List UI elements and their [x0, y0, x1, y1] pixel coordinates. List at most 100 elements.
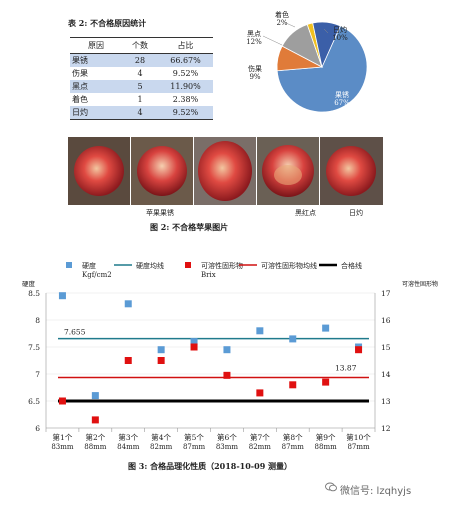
figure-2-caption: 图 2: 不合格苹果图片 — [150, 222, 229, 232]
x-tick-label: 88mm — [84, 443, 107, 451]
x-tick-label: 第4个 — [151, 432, 171, 442]
y-left-axis-title: 硬度 — [22, 279, 36, 288]
apple-photo-5 — [320, 137, 383, 205]
x-tick-label: 87mm — [183, 443, 206, 451]
table-row: 着色 1 2.38% — [72, 95, 199, 104]
legend-label: Kgf/cm2 — [82, 271, 112, 279]
x-tick-label: 第7个 — [250, 432, 270, 442]
pie-label-name: 着色 — [275, 10, 289, 19]
apple-photo-3 — [194, 137, 256, 205]
y-right-tick-label: 13 — [381, 397, 391, 406]
legend-marker — [66, 262, 72, 268]
y-left-tick-label: 7 — [35, 370, 40, 379]
hardness-mean-label: 7.655 — [64, 328, 86, 337]
table-row: 黑点 5 11.90% — [70, 80, 213, 93]
x-tick-label: 87mm — [347, 443, 370, 451]
legend-label: Brix — [201, 271, 216, 279]
brix-mean-label: 13.87 — [335, 364, 357, 373]
pie-slice — [276, 25, 368, 113]
brix-point — [322, 378, 330, 386]
legend-label: 硬度 — [82, 261, 96, 270]
x-tick-label: 83mm — [51, 443, 74, 451]
y-right-tick-label: 16 — [381, 316, 391, 325]
table-header: 原因 — [70, 37, 122, 54]
table-row: 伤果 4 9.52% — [72, 69, 199, 78]
pie-label-pct: 12% — [246, 38, 262, 46]
x-tick-label: 第2个 — [85, 432, 105, 442]
table-header: 占比 — [158, 37, 213, 54]
apple-photo-4 — [257, 137, 319, 205]
y-left-tick-label: 7.5 — [28, 343, 40, 352]
defect-table: 原因 个数 占比 果锈 28 66.67% 伤果 4 9.52% 黑点 5 11.90% 着… — [70, 37, 213, 120]
x-tick-label: 84mm — [117, 443, 140, 451]
pie-label-pct: 9% — [249, 73, 260, 81]
x-tick-label: 第8个 — [283, 432, 303, 442]
apple-photos — [68, 137, 383, 205]
hardness-point — [124, 300, 132, 308]
hardness-point — [91, 392, 99, 400]
x-tick-label: 第10个 — [346, 432, 371, 442]
pie-label-pct: 10% — [332, 34, 348, 42]
x-tick-label: 第1个 — [53, 432, 73, 442]
pie-slice — [312, 21, 341, 69]
wechat-icon — [325, 482, 337, 492]
brix-point — [58, 397, 66, 405]
y-right-tick-label: 17 — [381, 289, 391, 298]
x-tick-label: 第9个 — [316, 432, 336, 442]
pie-label-name: 日灼 — [333, 25, 347, 34]
brix-point — [256, 389, 264, 397]
table-row: 日灼 4 9.52% — [70, 106, 213, 120]
hardness-point — [223, 346, 231, 354]
brix-point — [223, 371, 231, 379]
photo-label-russet: 苹果果锈 — [146, 209, 174, 217]
pie-label-name: 果锈 — [335, 90, 349, 99]
legend-label: 可溶性固形物 — [201, 261, 243, 270]
pie-label-name: 黑点 — [247, 30, 261, 38]
hardness-point — [256, 327, 264, 335]
table-title: 表 2: 不合格原因统计 — [68, 18, 147, 28]
hardness-point — [322, 324, 330, 332]
y-left-tick-label: 6.5 — [28, 397, 40, 406]
legend-label: 合格线 — [341, 261, 362, 270]
pie-leader-line — [262, 35, 283, 46]
x-tick-label: 82mm — [249, 443, 272, 451]
hardness-point — [190, 338, 198, 346]
brix-point — [124, 357, 132, 364]
x-tick-label: 88mm — [315, 443, 338, 451]
table-header: 个数 — [122, 37, 158, 54]
brix-point — [157, 357, 165, 364]
x-tick-label: 87mm — [282, 443, 305, 451]
pie-leader-line — [323, 28, 329, 34]
apple-photo-1 — [68, 137, 130, 205]
brix-point — [355, 346, 363, 354]
y-left-tick-label: 8 — [35, 316, 40, 325]
y-left-tick-label: 6 — [35, 424, 40, 433]
legend-label: 可溶性固形物均线 — [261, 261, 317, 270]
pie-leader-line — [285, 22, 296, 28]
y-right-tick-label: 14 — [381, 370, 391, 379]
brix-point — [190, 343, 198, 351]
legend-marker — [185, 262, 191, 268]
hardness-point — [289, 335, 297, 343]
pie-label-pct: 67% — [334, 99, 350, 107]
photo-label-black-spot: 黑红点 — [295, 209, 316, 217]
y-right-tick-label: 15 — [381, 343, 391, 352]
photo-label-sunburn: 日灼 — [349, 209, 363, 217]
hardness-point — [157, 346, 165, 354]
x-tick-label: 83mm — [216, 443, 239, 451]
watermark: 微信号: lzqhyjs — [340, 486, 412, 497]
brix-point — [91, 416, 99, 424]
pie-label-name: 伤果 — [248, 64, 262, 73]
x-tick-label: 第6个 — [217, 432, 237, 442]
figure-3-caption: 图 3: 合格品理化性质（2018-10-09 测量） — [128, 461, 293, 471]
table-row: 果锈 28 66.67% — [70, 53, 213, 67]
legend-label: 硬度均线 — [136, 261, 164, 270]
hardness-point — [58, 292, 66, 300]
x-tick-label: 第5个 — [184, 432, 204, 442]
y-left-tick-label: 8.5 — [28, 289, 40, 298]
pie-label-pct: 2% — [276, 19, 287, 27]
brix-point — [289, 381, 297, 389]
x-tick-label: 82mm — [150, 443, 173, 451]
